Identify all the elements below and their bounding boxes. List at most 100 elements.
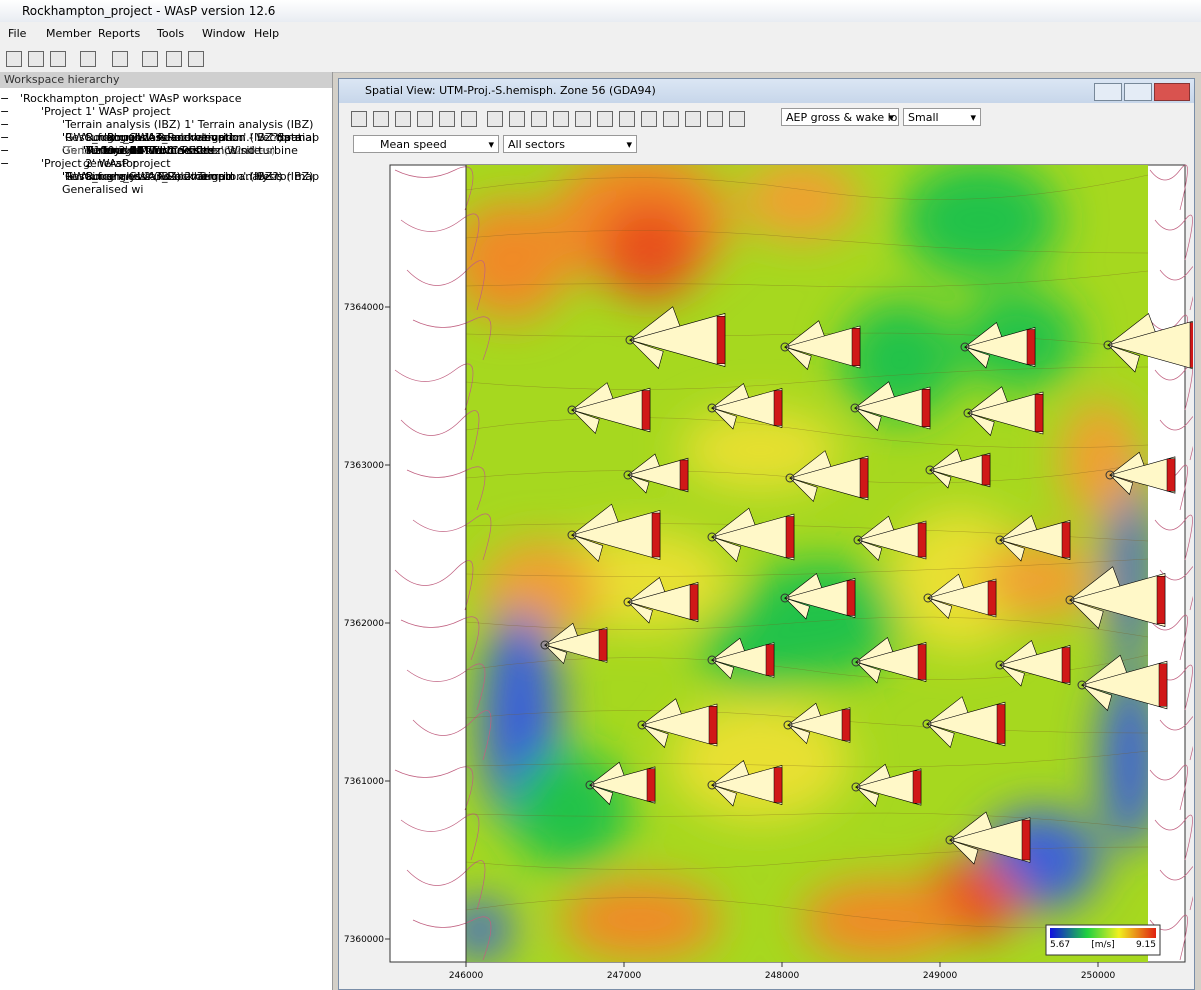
wind-rose[interactable] bbox=[637, 698, 718, 749]
tool-button[interactable] bbox=[461, 111, 477, 127]
expander[interactable]: − bbox=[0, 105, 10, 118]
menu-item[interactable]: Tools bbox=[157, 27, 185, 40]
legend-unit: [m/s] bbox=[1091, 940, 1115, 950]
wind-rose[interactable] bbox=[567, 503, 661, 562]
maximize-button[interactable] bbox=[1124, 83, 1152, 101]
wind-rose[interactable] bbox=[707, 383, 783, 430]
dropdown[interactable]: All sectors bbox=[503, 135, 637, 154]
wind-rose[interactable] bbox=[925, 448, 991, 489]
tree-item[interactable]: − 'Roughness and elevation - ....' Vector… bbox=[0, 118, 332, 144]
tool-button[interactable] bbox=[597, 111, 613, 127]
tool-button[interactable] bbox=[6, 51, 22, 67]
tree-label: 'Turbine 29' Turbine site bbox=[83, 144, 215, 157]
tool-button[interactable] bbox=[166, 51, 182, 67]
tool-button[interactable] bbox=[575, 111, 591, 127]
tool-button[interactable] bbox=[112, 51, 128, 67]
tree-label: 'Turbine 11' Turbine site bbox=[83, 144, 215, 157]
wind-rose[interactable] bbox=[707, 760, 783, 807]
wind-rose[interactable] bbox=[707, 507, 795, 563]
wind-rose[interactable] bbox=[963, 386, 1044, 437]
dropdown[interactable]: Small bbox=[903, 108, 981, 127]
menu-item[interactable]: Reports bbox=[98, 27, 141, 40]
wind-rose[interactable] bbox=[922, 696, 1006, 748]
tool-button[interactable] bbox=[439, 111, 455, 127]
wind-rose[interactable] bbox=[783, 702, 851, 745]
wind-rose[interactable] bbox=[623, 577, 699, 624]
wind-rose[interactable] bbox=[707, 637, 775, 680]
tool-button[interactable] bbox=[142, 51, 158, 67]
window-title: Rockhampton_project - WAsP version 12.6 bbox=[22, 4, 276, 18]
tool-button[interactable] bbox=[641, 111, 657, 127]
tree-label: 'Reference site 1' Reference site bbox=[83, 144, 261, 157]
wind-rose[interactable] bbox=[1105, 451, 1176, 496]
tree-label: 'Rockhampton_project' WAsP workspace bbox=[20, 92, 242, 105]
tool-button[interactable] bbox=[619, 111, 635, 127]
wind-rose[interactable] bbox=[995, 515, 1071, 562]
wind-rose[interactable] bbox=[995, 640, 1071, 687]
tree-item[interactable]: − 'Terrain analysis (IBZ) 1' Terrain anal… bbox=[0, 105, 332, 131]
wind-rose[interactable] bbox=[945, 811, 1031, 865]
expander[interactable]: − bbox=[0, 131, 10, 144]
wind-rose[interactable] bbox=[1065, 566, 1166, 630]
tool-button[interactable] bbox=[373, 111, 389, 127]
turbine-marker bbox=[623, 597, 633, 607]
wind-rose[interactable] bbox=[853, 515, 927, 561]
rose-sector bbox=[589, 784, 614, 806]
tree-item[interactable]: − 'Turbine cluster 2' Wind farm (32 sites… bbox=[0, 131, 332, 157]
wind-rose[interactable] bbox=[780, 573, 856, 620]
wind-rose[interactable] bbox=[1103, 313, 1193, 373]
wind-rose[interactable] bbox=[851, 763, 922, 808]
tool-button[interactable] bbox=[487, 111, 503, 127]
wind-rose[interactable] bbox=[1077, 654, 1168, 712]
dropdown[interactable]: Mean speed bbox=[353, 135, 499, 154]
rose-tip bbox=[1026, 329, 1036, 365]
tool-button[interactable] bbox=[685, 111, 701, 127]
expander[interactable]: − bbox=[0, 157, 10, 170]
tool-button[interactable] bbox=[707, 111, 723, 127]
menu-item[interactable]: Window bbox=[202, 27, 246, 40]
expander[interactable]: − bbox=[0, 144, 10, 157]
menu-item[interactable]: Member bbox=[46, 27, 92, 40]
wind-rose[interactable] bbox=[625, 306, 726, 370]
contour-line bbox=[394, 766, 474, 811]
wind-rose[interactable] bbox=[923, 573, 997, 619]
rose-sector bbox=[627, 601, 653, 624]
contour-line bbox=[465, 270, 1149, 288]
wind-rose[interactable] bbox=[623, 453, 689, 494]
wind-rose[interactable] bbox=[780, 320, 861, 371]
tool-button[interactable] bbox=[50, 51, 66, 67]
tool-button[interactable] bbox=[395, 111, 411, 127]
menu-item[interactable]: File bbox=[8, 27, 27, 40]
tool-button[interactable] bbox=[351, 111, 367, 127]
tool-button[interactable] bbox=[80, 51, 96, 67]
tool-button[interactable] bbox=[28, 51, 44, 67]
view-toolbar bbox=[351, 107, 781, 131]
tool-button[interactable] bbox=[729, 111, 745, 127]
wind-rose[interactable] bbox=[540, 622, 608, 665]
tool-button[interactable] bbox=[663, 111, 679, 127]
tree-item[interactable]: − 'Project 1' WAsP project bbox=[0, 92, 332, 118]
wind-rose[interactable] bbox=[585, 761, 656, 806]
wind-rose[interactable] bbox=[960, 322, 1036, 369]
dropdown[interactable]: AEP gross & wake lo bbox=[781, 108, 899, 127]
tool-button[interactable] bbox=[188, 51, 204, 67]
expander[interactable]: − bbox=[0, 118, 10, 131]
rose-sector bbox=[571, 409, 600, 434]
expander[interactable]: − bbox=[0, 92, 10, 105]
tree-item[interactable]: − 'Project 2' WAsP project bbox=[0, 144, 332, 170]
tool-button[interactable] bbox=[553, 111, 569, 127]
wind-rose[interactable] bbox=[567, 382, 651, 434]
contour-line bbox=[465, 897, 1149, 929]
tool-button[interactable] bbox=[417, 111, 433, 127]
wind-rose[interactable] bbox=[785, 450, 869, 502]
minimize-button[interactable] bbox=[1094, 83, 1122, 101]
tool-button[interactable] bbox=[509, 111, 525, 127]
tree-label: 'Roughness and elevation - ....' Vector … bbox=[83, 170, 320, 183]
tool-button[interactable] bbox=[531, 111, 547, 127]
wind-rose[interactable] bbox=[851, 637, 927, 684]
close-button[interactable] bbox=[1154, 83, 1190, 101]
menu-item[interactable]: Help bbox=[254, 27, 280, 40]
raster-patch bbox=[900, 165, 1060, 280]
tree-item[interactable]: − 'Terrain analysis (IBZ) 2' Terrain anal… bbox=[0, 157, 332, 183]
wind-rose[interactable] bbox=[850, 381, 931, 432]
